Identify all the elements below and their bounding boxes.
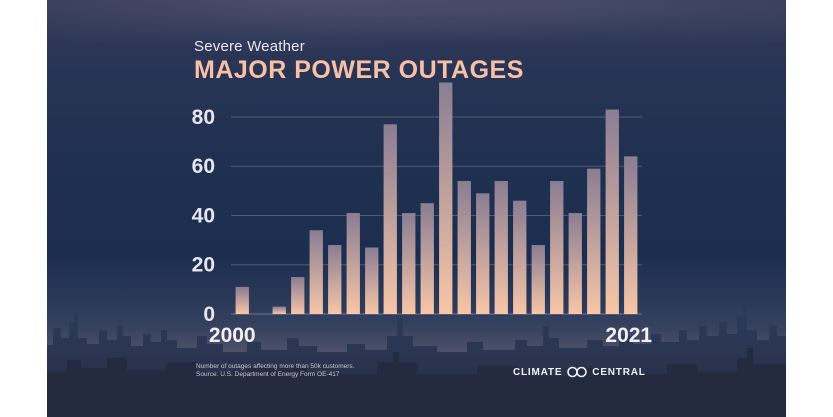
bar-2021 xyxy=(624,156,638,314)
bar-2014 xyxy=(494,180,508,314)
bar-2020 xyxy=(605,109,619,314)
bar-2017 xyxy=(550,180,564,314)
bar-2013 xyxy=(476,193,490,314)
y-tick-label: 20 xyxy=(192,254,215,277)
city-skyline xyxy=(47,306,786,417)
bar-2015 xyxy=(513,200,527,314)
footnote-source: Source: U.S. Department of Energy Form O… xyxy=(196,371,340,378)
footnote: Number of outages affecting more than 50… xyxy=(196,363,355,379)
bar-2003 xyxy=(291,277,305,314)
climate-central-logo: CLIMATE CENTRAL xyxy=(513,366,646,378)
bar-2004 xyxy=(309,230,323,314)
bar-2019 xyxy=(587,168,601,314)
x-tick-label-end: 2021 xyxy=(605,324,652,347)
y-tick-label: 60 xyxy=(192,155,215,178)
footnote-description: Number of outages affecting more than 50… xyxy=(196,363,355,370)
bar-2006 xyxy=(346,213,360,314)
bar-chart: 0 20 40 60 80 2000 2021 xyxy=(47,82,786,417)
bar-2005 xyxy=(328,245,342,314)
chart-title: MAJOR POWER OUTAGES xyxy=(194,56,524,84)
logo-text-right: CENTRAL xyxy=(592,366,646,378)
y-axis: 0 20 40 60 80 xyxy=(192,106,215,326)
bar-2016 xyxy=(531,245,545,314)
bar-2002 xyxy=(272,306,286,314)
chart-subtitle: Severe Weather xyxy=(194,38,305,55)
y-tick-label: 0 xyxy=(203,303,215,326)
bar-2011 xyxy=(439,82,453,314)
bar-2018 xyxy=(568,213,582,314)
bar-2010 xyxy=(420,203,434,314)
bar-2008 xyxy=(383,124,397,314)
bar-2007 xyxy=(365,247,379,314)
x-tick-label-start: 2000 xyxy=(209,324,256,347)
logo-text-left: CLIMATE xyxy=(513,366,563,378)
bar-2009 xyxy=(402,213,416,314)
y-tick-label: 80 xyxy=(192,106,215,129)
infinity-rings-icon xyxy=(566,366,588,378)
bar-2000 xyxy=(235,286,249,314)
bar-2012 xyxy=(457,180,471,314)
bars xyxy=(235,82,638,314)
sky-clouds xyxy=(47,0,786,60)
x-axis: 2000 2021 xyxy=(209,324,653,347)
chart-panel: 0 20 40 60 80 2000 2021 Severe Weather MAJOR … xyxy=(47,0,786,417)
y-tick-label: 40 xyxy=(192,204,215,227)
